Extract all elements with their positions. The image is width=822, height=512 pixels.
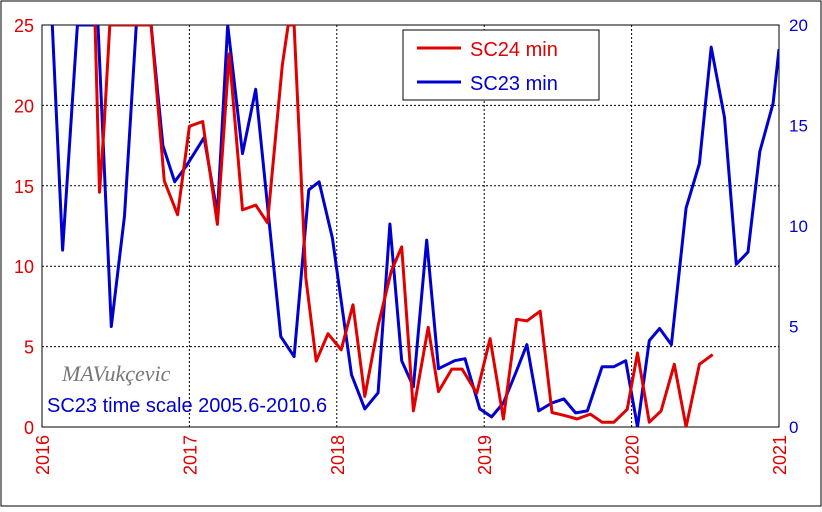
time-scale-note: SC23 time scale 2005.6-2010.6 <box>47 395 327 417</box>
y-right-tick-label: 0 <box>789 418 798 437</box>
axis-layer: 0 5 10 15 20 25 0 5 10 15 20 2016 2017 2018 2019 2020 20… <box>14 16 808 475</box>
y-left-tick-label: 20 <box>14 96 34 116</box>
y-left-tick-label: 10 <box>14 257 34 277</box>
x-tick-label: 2017 <box>180 435 200 475</box>
legend-box <box>402 29 600 101</box>
y-right-tick-label: 15 <box>789 117 808 136</box>
x-tick-label: 2019 <box>475 435 495 475</box>
y-left-tick-label: 0 <box>24 418 34 438</box>
legend-label-sc24: SC24 min <box>470 39 558 61</box>
legend-label-sc23: SC23 min <box>470 73 558 95</box>
y-right-tick-label: 20 <box>789 16 808 35</box>
series-layer <box>50 25 779 427</box>
y-left-tick-label: 25 <box>14 16 34 36</box>
y-left-tick-label: 15 <box>14 177 34 197</box>
legend: SC24 min SC23 min <box>402 29 600 101</box>
x-tick-label: 2020 <box>623 435 643 475</box>
x-tick-label: 2016 <box>33 435 53 475</box>
x-tick-label: 2018 <box>328 435 348 475</box>
series-line-sc24-min <box>93 25 714 427</box>
signature-watermark: MAVukçevic <box>61 361 171 386</box>
plot-area-border <box>41 24 780 428</box>
series-line-sc23-min <box>50 25 779 427</box>
y-right-tick-label: 10 <box>789 217 808 236</box>
x-tick-label: 2021 <box>770 435 790 475</box>
y-left-tick-label: 5 <box>24 338 34 358</box>
grid-lines <box>42 25 779 427</box>
y-right-tick-label: 5 <box>789 318 798 337</box>
